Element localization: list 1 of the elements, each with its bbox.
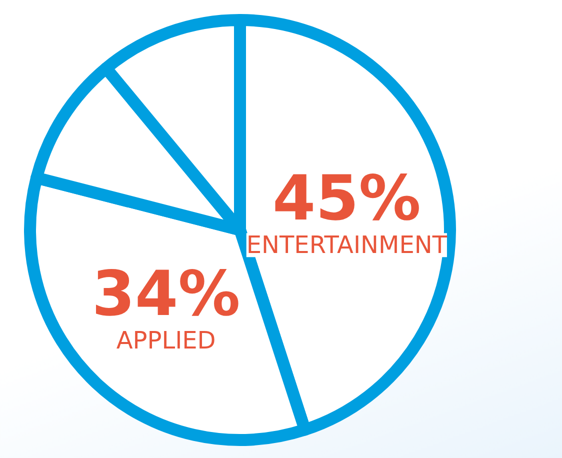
slice-label: ENTERTAINMENT: [246, 231, 448, 260]
